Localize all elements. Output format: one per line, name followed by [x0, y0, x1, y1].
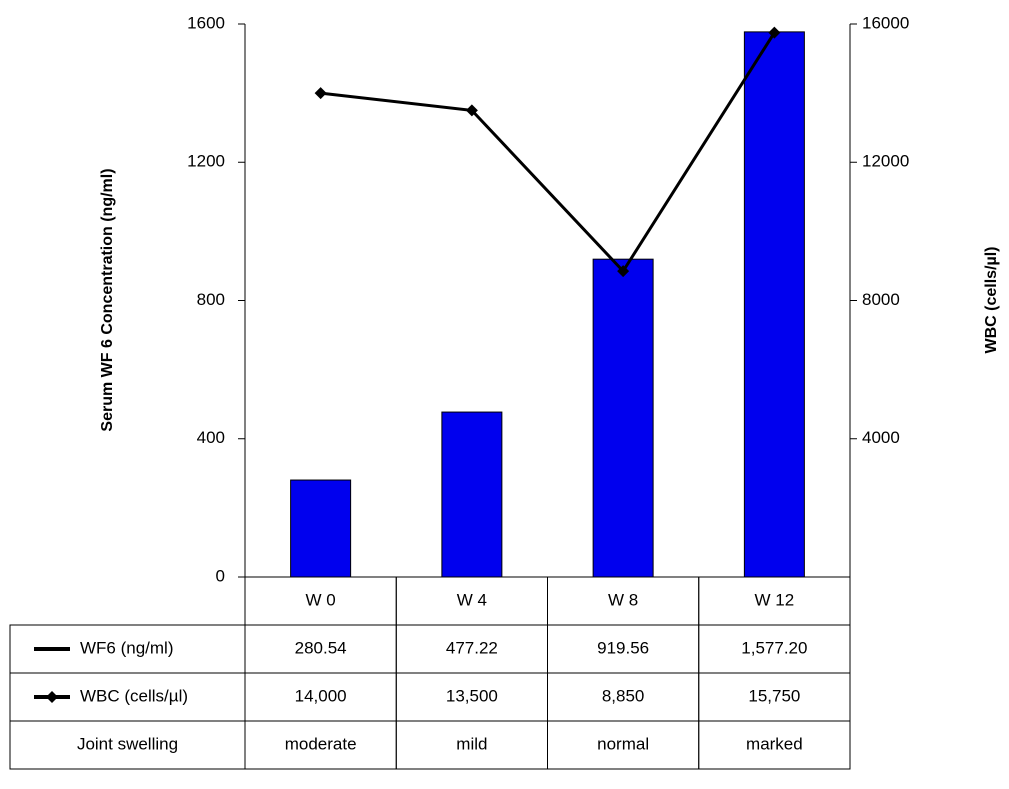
category-label: W 4 — [457, 590, 487, 609]
y2-tick-label: 16000 — [862, 13, 909, 32]
table-value: 1,577.20 — [741, 638, 807, 657]
marker — [465, 104, 478, 117]
marker — [768, 26, 781, 39]
y-tick-label: 1200 — [187, 152, 225, 171]
legend-label: WF6 (ng/ml) — [80, 638, 174, 657]
y-axis-title: Serum WF 6 Concentration (ng/ml) — [99, 168, 116, 431]
legend-label: WBC (cells/µl) — [80, 686, 188, 705]
table-value: mild — [456, 734, 487, 753]
bar — [743, 31, 805, 578]
category-label: W 8 — [608, 590, 638, 609]
line — [320, 31, 776, 274]
table-value: marked — [746, 734, 803, 753]
y-tick-label: 800 — [197, 290, 225, 309]
bar — [592, 258, 654, 578]
table-value: 280.54 — [295, 638, 347, 657]
category-label: W 0 — [306, 590, 336, 609]
bar — [441, 411, 503, 578]
bar — [290, 479, 352, 578]
table-value: moderate — [285, 734, 357, 753]
y2-axis-title: WBC (cells/µl) — [983, 246, 1000, 353]
category-label: W 12 — [755, 590, 795, 609]
table-value: 8,850 — [602, 686, 645, 705]
y2-tick-label: 8000 — [862, 290, 900, 309]
table-value: normal — [597, 734, 649, 753]
y-tick-label: 1600 — [187, 13, 225, 32]
table-value: 13,500 — [446, 686, 498, 705]
table-value: 14,000 — [295, 686, 347, 705]
table-value: 15,750 — [748, 686, 800, 705]
table-value: 477.22 — [446, 638, 498, 657]
table-cell — [698, 720, 851, 770]
marker — [314, 87, 327, 100]
y-tick-label: 0 — [216, 566, 225, 585]
y2-tick-label: 4000 — [862, 428, 900, 447]
row-label: Joint swelling — [77, 734, 178, 753]
legend-marker — [46, 691, 58, 703]
y2-tick-label: 12000 — [862, 152, 909, 171]
marker — [617, 265, 630, 278]
table-value: 919.56 — [597, 638, 649, 657]
y-tick-label: 400 — [197, 428, 225, 447]
